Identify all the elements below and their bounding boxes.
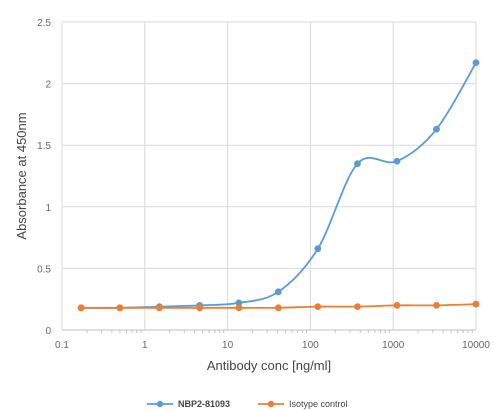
data-point	[155, 304, 163, 312]
y-tick-label: 0.5	[37, 264, 51, 275]
data-point	[433, 301, 440, 309]
x-tick-labels: 0.1 1 10 100 1000 10000	[55, 340, 490, 351]
y-tick-label: 1	[45, 203, 51, 214]
data-point	[472, 59, 480, 67]
x-tick-label: 10000	[462, 340, 490, 351]
x-axis-title: Antibody conc [ng/ml]	[207, 358, 331, 373]
data-point	[354, 160, 361, 168]
series-0	[77, 59, 480, 312]
data-point	[393, 157, 401, 165]
series	[77, 59, 480, 312]
data-point	[235, 299, 243, 307]
data-point	[314, 245, 322, 253]
x-tick-label: 1000	[382, 340, 405, 351]
x-tick-label: 0.1	[55, 340, 69, 351]
legend-swatch-marker	[156, 400, 164, 408]
legend-swatch-marker	[267, 400, 275, 408]
legend-label: NBP2-81093	[178, 399, 230, 409]
y-tick-label: 2	[45, 80, 51, 91]
legend: NBP2-81093 Isotype control	[147, 399, 348, 409]
data-point	[274, 304, 282, 312]
y-axis-title: Absorbance at 450nm	[14, 112, 29, 239]
grid	[61, 21, 477, 333]
data-point	[196, 304, 204, 312]
series-1	[77, 300, 480, 312]
legend-item: Isotype control	[258, 399, 348, 409]
data-point	[472, 300, 480, 308]
data-point	[314, 303, 322, 310]
legend-item: NBP2-81093	[147, 399, 230, 409]
x-tick-label: 100	[302, 340, 319, 351]
data-point	[77, 304, 85, 312]
y-tick-labels: 0 0.5 1 1.5 2 2.5	[37, 18, 51, 337]
series-line	[81, 62, 477, 309]
data-point	[393, 301, 401, 309]
data-point	[433, 125, 440, 133]
legend-label: Isotype control	[289, 399, 348, 409]
data-point	[274, 288, 282, 296]
y-tick-label: 2.5	[37, 18, 51, 29]
axes	[61, 22, 476, 331]
data-point	[116, 304, 124, 312]
y-tick-label: 0	[45, 326, 51, 337]
y-tick-label: 1.5	[37, 141, 51, 152]
x-tick-label: 10	[222, 340, 234, 351]
x-tick-label: 1	[142, 340, 148, 351]
data-point	[235, 304, 243, 312]
data-point	[354, 303, 361, 310]
